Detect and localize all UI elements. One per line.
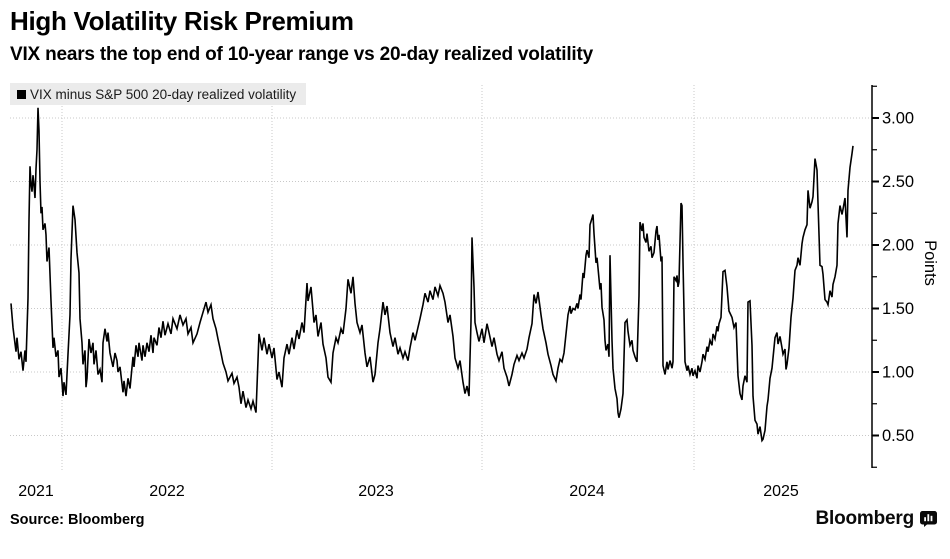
x-tick-label: 2025: [763, 483, 799, 500]
x-tick-label: 2023: [358, 483, 394, 500]
bloomberg-logo: Bloomberg: [816, 508, 937, 530]
y-tick-label: 1.50: [882, 300, 914, 318]
chart-legend: VIX minus S&P 500 20-day realized volati…: [10, 83, 307, 105]
legend-series-label: VIX minus S&P 500 20-day realized volati…: [30, 86, 297, 102]
x-tick-label: 2022: [149, 483, 185, 500]
y-tick-label: 1.00: [882, 364, 914, 382]
y-axis-title: Points: [921, 240, 939, 286]
x-tick-label: 2024: [569, 483, 605, 500]
x-tick-label: 2021: [18, 483, 54, 500]
bloomberg-terminal-icon: [920, 511, 937, 527]
legend-series-marker-icon: [17, 89, 26, 99]
page-title: High Volatility Risk Premium: [10, 6, 354, 36]
bloomberg-wordmark: Bloomberg: [815, 508, 915, 529]
y-tick-label: 2.00: [882, 237, 914, 255]
y-tick-label: 0.50: [882, 427, 914, 445]
y-tick-label: 2.50: [882, 173, 914, 191]
source-attribution: Source: Bloomberg: [10, 512, 145, 528]
y-tick-label: 3.00: [882, 110, 914, 128]
page-subtitle: VIX nears the top end of 10-year range v…: [10, 44, 594, 65]
series-line: [10, 107, 854, 443]
